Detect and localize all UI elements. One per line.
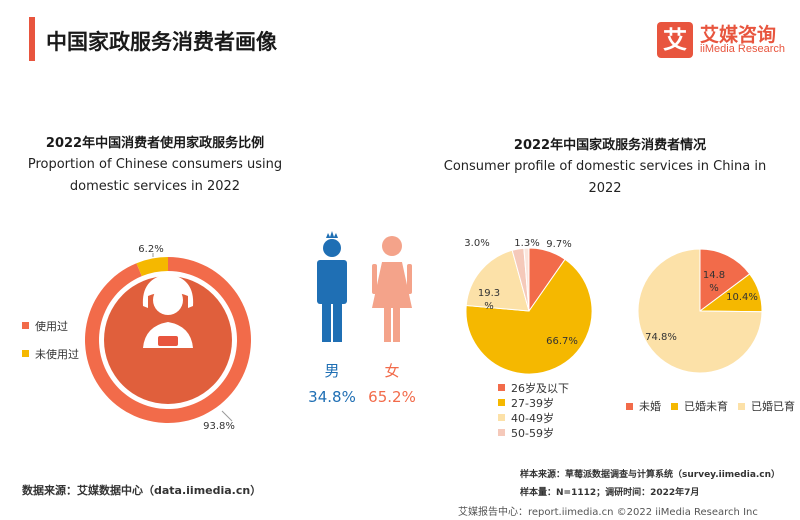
- marital-slice-married-with-child: [637, 248, 763, 374]
- title-accent-bar: [29, 17, 35, 61]
- left-panel-subtitle-1: Proportion of Chinese consumers using: [27, 157, 283, 172]
- legend-label-unmarried: 未婚: [639, 400, 661, 413]
- marital-label-married-with-child: 74.8%: [645, 332, 677, 343]
- usage-legend: 使用过 未使用过: [22, 318, 79, 361]
- marital-label-unmarried: %: [709, 283, 719, 294]
- legend-item-unmarried: 未婚: [626, 398, 661, 414]
- female-figure-icon: [372, 236, 412, 342]
- marital-legend: 未婚 已婚未育 已婚已育: [626, 398, 795, 414]
- male-percent: 34.8%: [308, 388, 356, 406]
- right-panel-subtitle: Consumer profile of domestic services in…: [443, 159, 767, 196]
- age-label-50-59: 3.0%: [464, 238, 489, 249]
- age-slice-other: [523, 247, 530, 312]
- marital-pie-chart: 14.8% 10.4% 74.8%: [637, 248, 763, 374]
- legend-item-used: 使用过: [22, 318, 79, 333]
- page-title: 中国家政服务消费者画像: [46, 30, 277, 54]
- data-source: 数据来源：艾媒数据中心（data.iimedia.cn）: [22, 484, 262, 497]
- legend-item-not-used: 未使用过: [22, 346, 79, 361]
- age-legend: 26岁及以下 27-39岁 40-49岁 50-59岁: [498, 380, 569, 440]
- legend-label-married-no-child: 已婚未育: [684, 400, 728, 413]
- marital-slice-unmarried: [699, 248, 751, 312]
- female-percent: 65.2%: [368, 388, 416, 406]
- legend-label-age-3: 40-49岁: [511, 411, 554, 425]
- usage-slice-not-used: [136, 257, 168, 277]
- legend-label-used: 使用过: [35, 319, 68, 333]
- right-panel-title: 2022年中国家政服务消费者情况: [513, 138, 707, 153]
- age-slice-40-49: [465, 249, 530, 312]
- age-label-40-49: 19.3: [478, 288, 500, 299]
- usage-label-not-used: 6.2%: [138, 244, 163, 255]
- report-center-footer: 艾媒报告中心：report.iimedia.cn ©2022 iiMedia R…: [458, 507, 758, 518]
- age-pie-chart: 9.7% 66.7% 19.3% 3.0% 1.3%: [464, 238, 593, 375]
- age-label-27-39: 66.7%: [546, 336, 578, 347]
- usage-label-used: 93.8%: [203, 421, 235, 432]
- marital-label-married-no-child: 10.4%: [726, 292, 758, 303]
- legend-item-married-with-child: 已婚已育: [738, 398, 795, 414]
- legend-label-age-4: 50-59岁: [511, 426, 554, 440]
- sample-size-note: 样本量：N=1112；调研时间：2022年7月: [520, 488, 700, 498]
- legend-item-married-no-child: 已婚未育: [671, 398, 728, 414]
- age-label-26-and-under: 9.7%: [546, 239, 571, 250]
- left-panel-subtitle-2: domestic services in 2022: [69, 179, 241, 194]
- age-label-40-49: %: [484, 301, 494, 312]
- legend-label-married-with-child: 已婚已育: [751, 400, 795, 413]
- age-label-other: 1.3%: [514, 238, 539, 249]
- male-figure-icon: [317, 231, 347, 342]
- legend-item-age-3: 40-49岁: [498, 410, 569, 425]
- legend-label-age-1: 26岁及以下: [511, 381, 569, 395]
- left-panel-title: 2022年中国消费者使用家政服务比例: [45, 136, 265, 151]
- brand-name-cn: 艾媒咨询: [700, 24, 777, 46]
- legend-label-not-used: 未使用过: [35, 347, 79, 361]
- age-slice-27-39: [465, 258, 593, 375]
- brand-name-en: iiMedia Research: [700, 43, 785, 55]
- legend-item-age-1: 26岁及以下: [498, 380, 569, 395]
- sample-source-note: 样本来源：草莓派数据调查与计算系统（survey.iimedia.cn）: [520, 470, 781, 480]
- legend-item-age-2: 27-39岁: [498, 395, 569, 410]
- user-avatar-icon: [142, 274, 194, 348]
- legend-item-age-4: 50-59岁: [498, 425, 569, 440]
- brand-logo-icon: 艾: [657, 22, 693, 58]
- male-label: 男: [324, 362, 340, 380]
- marital-label-unmarried: 14.8: [703, 270, 725, 281]
- usage-label-leader-used: [221, 410, 233, 422]
- female-label: 女: [384, 362, 400, 380]
- legend-label-age-2: 27-39岁: [511, 396, 554, 410]
